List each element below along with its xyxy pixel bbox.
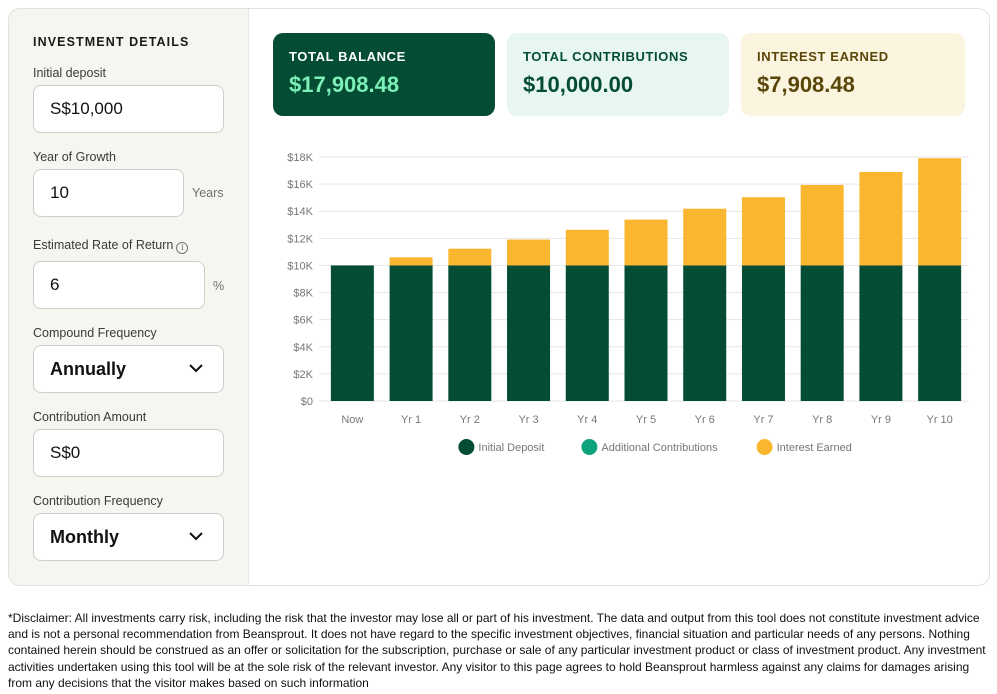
compound-frequency-select[interactable]: Annually — [33, 345, 224, 393]
rate-of-return-input[interactable]: 6 — [33, 261, 205, 309]
bar-initial-deposit[interactable] — [741, 265, 785, 401]
disclaimer-text: *Disclaimer: All investments carry risk,… — [8, 611, 986, 690]
years-unit: Years — [192, 186, 224, 200]
bar-interest-earned[interactable] — [683, 208, 727, 266]
y-tick-label: $4K — [293, 342, 313, 354]
legend-swatch-initial-deposit[interactable] — [458, 439, 475, 455]
bar-initial-deposit[interactable] — [448, 265, 492, 401]
bar-initial-deposit[interactable] — [859, 265, 903, 401]
x-tick-label: Yr 2 — [460, 414, 480, 426]
bar-interest-earned[interactable] — [448, 248, 492, 266]
y-tick-label: $10K — [287, 260, 313, 272]
contribution-frequency-label: Contribution Frequency — [33, 494, 163, 508]
contribution-frequency-value: Monthly — [50, 527, 119, 547]
bar-interest-earned[interactable] — [507, 239, 551, 266]
bar-initial-deposit[interactable] — [507, 265, 551, 401]
bar-interest-earned[interactable] — [389, 257, 433, 266]
x-tick-label: Yr 10 — [926, 414, 952, 426]
y-tick-label: $8K — [293, 288, 313, 300]
percent-unit: % — [213, 279, 225, 293]
total-balance-card: TOTAL BALANCE $17,908.48 — [273, 33, 495, 116]
year-of-growth-label: Year of Growth — [33, 150, 116, 164]
bar-interest-earned[interactable] — [800, 184, 844, 266]
x-tick-label: Yr 9 — [871, 414, 891, 426]
x-tick-label: Now — [341, 414, 363, 426]
bar-initial-deposit[interactable] — [565, 265, 609, 401]
bar-interest-earned[interactable] — [565, 229, 609, 266]
total-contributions-label: TOTAL CONTRIBUTIONS — [523, 49, 689, 64]
initial-deposit-label: Initial deposit — [33, 66, 106, 80]
bar-initial-deposit[interactable] — [624, 265, 668, 401]
x-tick-label: Yr 4 — [577, 414, 597, 426]
chevron-down-icon — [189, 364, 203, 373]
compound-frequency-label: Compound Frequency — [33, 326, 157, 340]
legend-swatch-additional-contributions[interactable] — [581, 439, 598, 455]
contribution-amount-label: Contribution Amount — [33, 410, 147, 424]
x-tick-label: Yr 3 — [518, 414, 538, 426]
info-icon[interactable]: i — [176, 242, 189, 254]
bar-interest-earned[interactable] — [918, 158, 962, 266]
x-tick-label: Yr 5 — [636, 414, 656, 426]
x-tick-label: Yr 1 — [401, 414, 421, 426]
calculator-card: INVESTMENT DETAILS Initial deposit S$10,… — [8, 8, 990, 586]
interest-earned-value: $7,908.48 — [757, 72, 855, 97]
initial-deposit-input[interactable]: S$10,000 — [33, 85, 224, 133]
total-contributions-value: $10,000.00 — [523, 72, 634, 97]
bar-interest-earned[interactable] — [624, 219, 668, 266]
rate-of-return-label: Estimated Rate of Return i — [33, 238, 189, 254]
y-tick-label: $14K — [287, 206, 313, 218]
legend-label[interactable]: Additional Contributions — [601, 442, 718, 454]
legend-label[interactable]: Initial Deposit — [478, 442, 544, 454]
total-contributions-card: TOTAL CONTRIBUTIONS $10,000.00 — [507, 33, 729, 116]
legend-swatch-interest-earned[interactable] — [756, 439, 773, 455]
compound-frequency-value: Annually — [50, 359, 127, 379]
contribution-amount-input[interactable]: S$0 — [33, 429, 224, 477]
interest-earned-card: INTEREST EARNED $7,908.48 — [741, 33, 965, 116]
y-tick-label: $0 — [301, 396, 313, 408]
total-balance-value: $17,908.48 — [289, 72, 400, 97]
interest-earned-label: INTEREST EARNED — [757, 49, 889, 64]
x-tick-label: Yr 6 — [695, 414, 715, 426]
legend-label[interactable]: Interest Earned — [777, 442, 852, 454]
y-tick-label: $2K — [293, 369, 313, 381]
total-balance-label: TOTAL BALANCE — [289, 49, 406, 64]
investment-details-panel: INVESTMENT DETAILS Initial deposit S$10,… — [9, 9, 249, 585]
growth-chart: $0 $2K $4K $6K $8K $10K $12K $14K $16K $18K Now Yr… — [287, 152, 969, 455]
bar-initial-deposit[interactable] — [918, 265, 962, 401]
bar-initial-deposit[interactable] — [683, 265, 727, 401]
bar-interest-earned[interactable] — [741, 197, 785, 266]
contribution-frequency-select[interactable]: Monthly — [33, 513, 224, 561]
rate-of-return-label-text: Estimated Rate of Return — [33, 238, 174, 252]
chevron-down-icon — [189, 532, 203, 541]
bar-initial-deposit[interactable] — [330, 265, 374, 401]
bar-initial-deposit[interactable] — [389, 265, 433, 401]
panel-title: INVESTMENT DETAILS — [33, 35, 190, 49]
x-tick-label: Yr 8 — [812, 414, 832, 426]
x-tick-label: Yr 7 — [753, 414, 773, 426]
year-of-growth-input[interactable]: 10 — [33, 169, 184, 217]
y-tick-label: $12K — [287, 233, 313, 245]
bar-interest-earned[interactable] — [859, 171, 903, 266]
y-tick-label: $18K — [287, 152, 313, 164]
bar-initial-deposit[interactable] — [800, 265, 844, 401]
y-tick-label: $6K — [293, 315, 313, 327]
y-tick-label: $16K — [287, 179, 313, 191]
